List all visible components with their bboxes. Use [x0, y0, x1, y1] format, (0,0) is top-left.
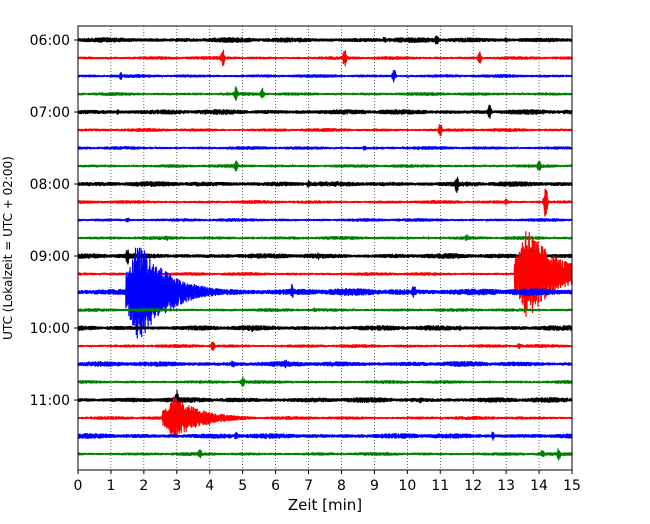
trace-1100: [77, 390, 573, 411]
y-tick-label: 08:00: [30, 177, 70, 193]
y-tick-label: 06:00: [30, 33, 70, 49]
y-tick-label: 09:00: [30, 249, 70, 265]
x-tick-label: 1: [106, 478, 115, 494]
plot-frame: [77, 25, 573, 471]
x-tick-label: 2: [139, 478, 148, 494]
trace-0830: [77, 217, 573, 223]
trace-0745: [77, 160, 573, 172]
trace-layer: [77, 35, 573, 461]
x-tick-label: 5: [238, 478, 247, 494]
x-axis-label: Zeit [min]: [288, 496, 362, 514]
trace-1030: [77, 359, 573, 369]
x-tick-label: 12: [464, 478, 482, 494]
trace-0900: [77, 249, 573, 265]
y-tick-label: 10:00: [30, 321, 70, 337]
x-tick-label: 10: [398, 478, 416, 494]
trace-0945: [77, 307, 573, 313]
trace-1045: [77, 376, 573, 387]
trace-1145: [77, 448, 573, 461]
y-axis-label: UTC (Lokalzeit = UTC + 02:00): [1, 156, 15, 340]
trace-0615: [77, 49, 573, 67]
x-tick-label: 4: [205, 478, 214, 494]
trace-0715: [77, 124, 573, 137]
y-tick-label: 11:00: [30, 393, 70, 409]
trace-0730: [77, 145, 573, 151]
x-tick-label: 14: [530, 478, 548, 494]
trace-0815: [77, 188, 573, 217]
x-tick-label: 13: [497, 478, 515, 494]
grid-layer: [110, 26, 540, 470]
x-tick-label: 8: [337, 478, 346, 494]
trace-1000: [77, 325, 573, 332]
trace-1015: [77, 341, 573, 351]
trace-0700: [77, 104, 573, 119]
y-axis-ticks: 06:00 07:00 08:00 09:00 10:00 11:00: [30, 33, 78, 409]
x-tick-label: 11: [431, 478, 449, 494]
trace-0930: [77, 247, 573, 339]
trace-0845: [77, 234, 573, 241]
trace-0800: [77, 176, 573, 193]
x-tick-label: 3: [172, 478, 181, 494]
x-tick-label: 6: [271, 478, 280, 494]
x-tick-label: 15: [563, 478, 581, 494]
trace-1130: [77, 431, 573, 441]
y-tick-label: 07:00: [30, 105, 70, 121]
trace-0645: [77, 86, 573, 101]
x-axis-ticks: 0 1 2 3 4 5 6 7 8 9 10 11 12 13 14 15: [74, 470, 581, 494]
x-tick-label: 9: [370, 478, 379, 494]
trace-0600: [77, 35, 573, 45]
x-tick-label: 7: [304, 478, 313, 494]
x-tick-label: 0: [74, 478, 83, 494]
trace-0630: [77, 70, 573, 83]
trace-1115: [77, 396, 573, 438]
